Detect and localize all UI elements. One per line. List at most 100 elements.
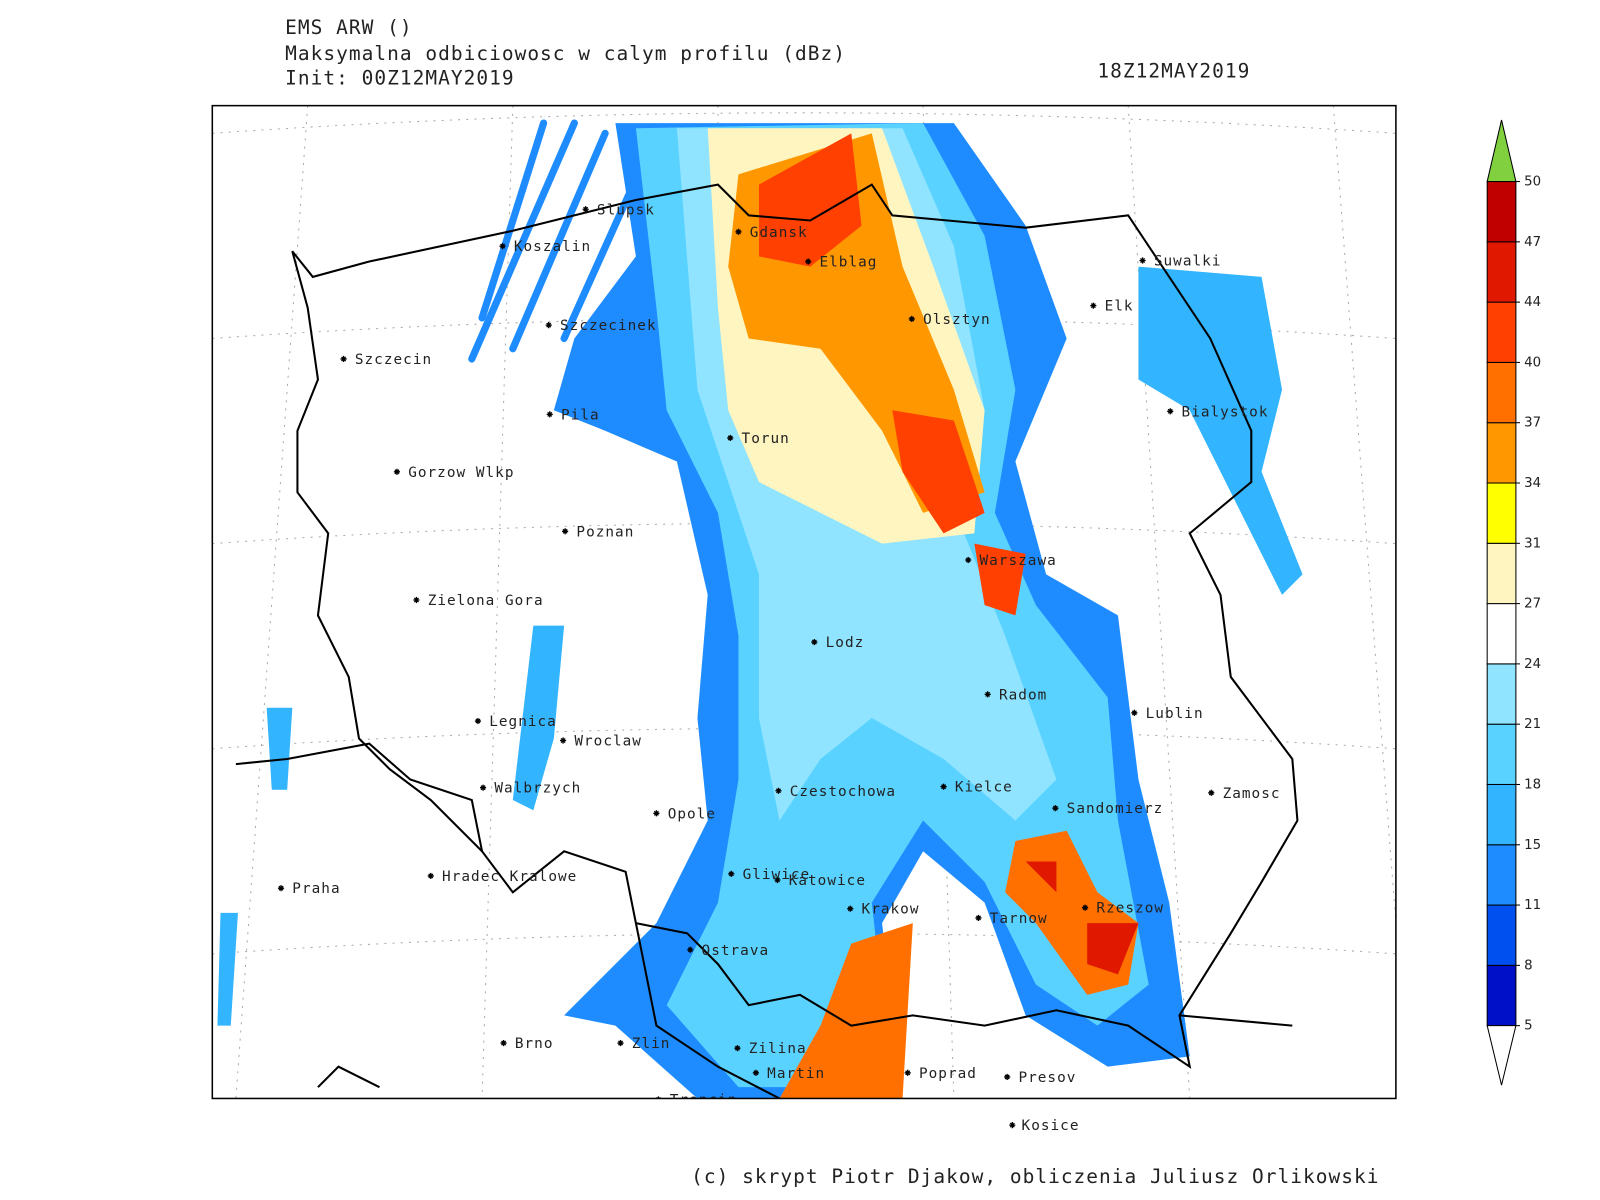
city-label: Praha <box>292 881 340 897</box>
city-label: Opole <box>668 806 716 822</box>
credit: (c) skrypt Piotr Djakow, obliczenia Juli… <box>691 1165 1379 1188</box>
city-marker <box>582 206 589 213</box>
city-marker <box>393 468 400 475</box>
city-marker <box>277 885 285 892</box>
map-area: Slupsk Koszalin Gdansk Elblag Suwalki Szczeci… <box>212 105 1396 1109</box>
colorbar-tick-label: 15 <box>1524 838 1541 853</box>
colorbar-under <box>1486 1025 1517 1086</box>
city-label: Krakow <box>862 902 920 918</box>
reflectivity-field <box>217 119 1303 1099</box>
city-label: Gorzow Wlkp <box>408 465 514 481</box>
city-marker <box>653 810 660 817</box>
city-marker <box>413 596 420 604</box>
colorbar-tick-label: 8 <box>1524 958 1532 973</box>
city-label: Zielona Gora <box>428 593 544 609</box>
colorbar-band <box>1486 542 1517 605</box>
colorbar-band <box>1486 181 1517 243</box>
city-label: Suwalki <box>1154 254 1222 270</box>
city-marker <box>811 638 818 646</box>
city-labels: Slupsk Koszalin Gdansk Elblag Suwalki Szczeci… <box>277 202 1280 1109</box>
city-label: Slupsk <box>597 202 655 218</box>
city-label: Warszawa <box>979 553 1056 569</box>
city-marker <box>562 528 569 535</box>
colorbar-band <box>1486 964 1517 1027</box>
city-label: Poprad <box>919 1066 977 1082</box>
city-label: Pila <box>561 407 600 423</box>
city-marker <box>1052 805 1059 812</box>
city-label: Torun <box>742 431 790 447</box>
colorbar-band <box>1486 422 1517 484</box>
city-marker <box>805 258 812 265</box>
map-frame <box>211 104 1397 1100</box>
city-label: Sandomierz <box>1067 801 1164 817</box>
city-label: Zilina <box>749 1041 807 1057</box>
colorbar-tick-label: 5 <box>1524 1019 1532 1034</box>
city-label: Kosice <box>1022 1118 1080 1134</box>
colorbar-tick-label: 11 <box>1524 898 1541 913</box>
city-marker <box>908 315 915 323</box>
city-label: Bialystok <box>1182 404 1269 420</box>
city-label: Rzeszow <box>1096 901 1164 917</box>
city-marker <box>655 1096 661 1099</box>
valid-time: 18Z12MAY2019 <box>1097 59 1250 82</box>
colorbar: 5 8 11 15 18 21 24 27 31 34 37 40 44 47 50 <box>1486 119 1541 1086</box>
city-label: Zlin <box>632 1036 671 1052</box>
city-label: Wroclaw <box>574 734 642 750</box>
colorbar-tick-label: 18 <box>1524 777 1541 792</box>
colorbar-band <box>1486 603 1517 665</box>
colorbar-tick-label: 44 <box>1524 295 1541 310</box>
city-label: Szczecin <box>355 352 432 368</box>
city-marker <box>474 717 482 725</box>
city-marker <box>340 355 347 363</box>
city-label: Lodz <box>826 635 865 651</box>
city-label: Poznan <box>576 524 634 540</box>
city-marker <box>1131 709 1138 716</box>
city-marker <box>1090 302 1097 309</box>
colorbar-band <box>1486 301 1517 363</box>
city-marker <box>546 411 553 418</box>
city-label: Brno <box>515 1036 554 1052</box>
init-time: Init: 00Z12MAY2019 <box>285 66 514 89</box>
city-label: Presov <box>1018 1070 1076 1086</box>
city-marker <box>734 1045 741 1052</box>
city-marker <box>904 1069 911 1076</box>
model-label: EMS ARW () <box>285 16 412 39</box>
borders <box>235 183 1299 1099</box>
city-label: Radom <box>999 687 1047 703</box>
city-label: Hradec Kralowe <box>442 869 577 885</box>
city-label: Walbrzych <box>494 781 581 797</box>
field-title: Maksymalna odbiciowosc w calym profilu (… <box>285 42 846 65</box>
city-marker <box>847 905 854 912</box>
colorbar-band <box>1486 904 1517 966</box>
colorbar-tick-label: 21 <box>1524 717 1541 732</box>
city-marker <box>728 870 735 877</box>
city-label: Katowice <box>789 873 866 889</box>
city-marker <box>1009 1122 1016 1129</box>
city-label: Olsztyn <box>923 312 991 328</box>
city-label: Gliwice <box>743 867 811 883</box>
city-marker <box>965 556 972 564</box>
city-marker <box>727 434 734 442</box>
city-label: Kielce <box>955 780 1013 796</box>
city-label: Koszalin <box>514 239 591 255</box>
colorbar-tick-label: 50 <box>1524 175 1541 190</box>
city-marker <box>617 1040 624 1047</box>
city-marker <box>940 783 947 790</box>
city-label: Trencin <box>670 1093 738 1109</box>
city-marker <box>1004 1073 1011 1080</box>
city-marker <box>1208 789 1215 796</box>
colorbar-tick-label: 34 <box>1524 476 1541 491</box>
colorbar-band <box>1486 783 1517 846</box>
colorbar-tick-label: 47 <box>1524 235 1541 250</box>
city-label: Gdansk <box>750 225 808 241</box>
colorbar-band <box>1486 241 1517 303</box>
city-label: Czestochowa <box>790 784 896 800</box>
city-label: Martin <box>767 1066 825 1082</box>
city-label: Szczecinek <box>560 318 657 334</box>
colorbar-tick-label: 31 <box>1524 536 1541 551</box>
city-label: Elk <box>1105 299 1134 315</box>
city-marker <box>560 737 567 744</box>
city-label: Legnica <box>489 714 557 730</box>
city-marker <box>1139 257 1146 264</box>
